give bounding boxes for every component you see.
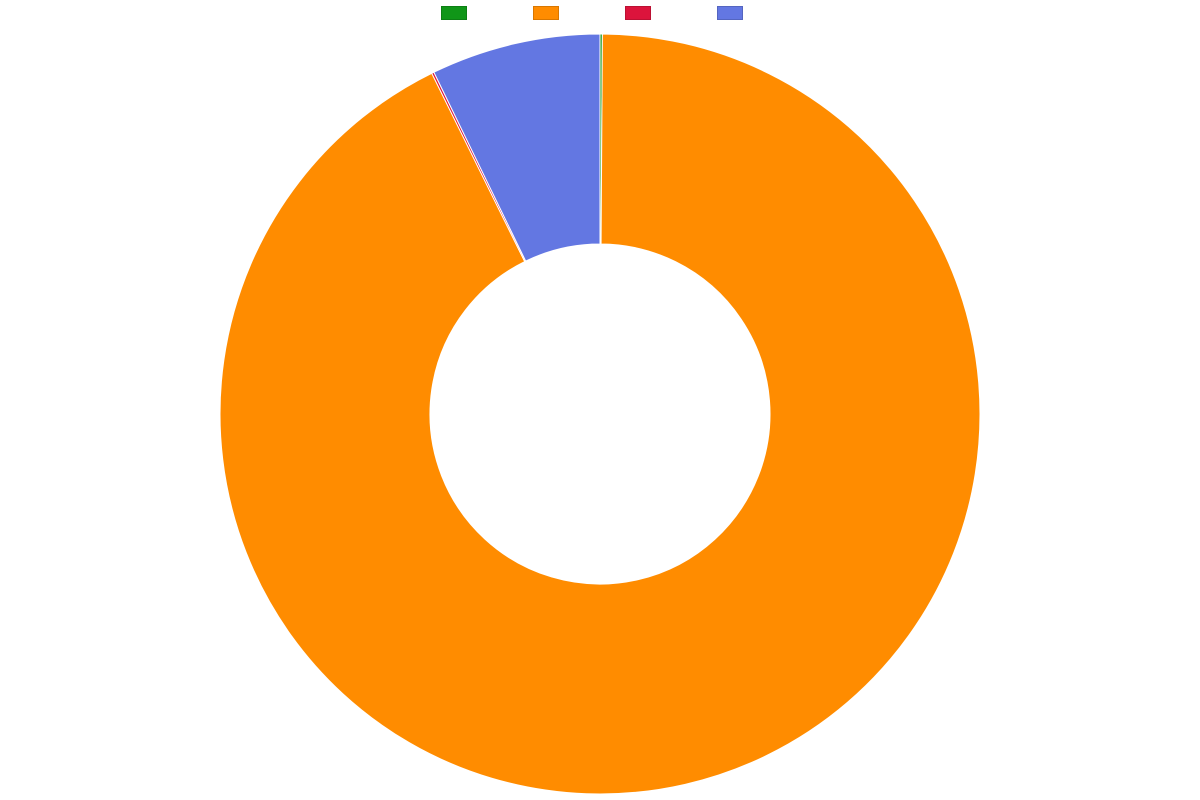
legend-swatch-0 bbox=[441, 6, 467, 20]
legend-item-1 bbox=[533, 6, 575, 20]
legend-swatch-1 bbox=[533, 6, 559, 20]
legend-swatch-3 bbox=[717, 6, 743, 20]
legend-item-3 bbox=[717, 6, 759, 20]
legend-swatch-2 bbox=[625, 6, 651, 20]
chart-legend bbox=[0, 6, 1200, 20]
legend-item-0 bbox=[441, 6, 483, 20]
donut-svg bbox=[0, 28, 1200, 800]
donut-chart-container bbox=[0, 0, 1200, 800]
donut-holder bbox=[0, 28, 1200, 800]
legend-item-2 bbox=[625, 6, 667, 20]
